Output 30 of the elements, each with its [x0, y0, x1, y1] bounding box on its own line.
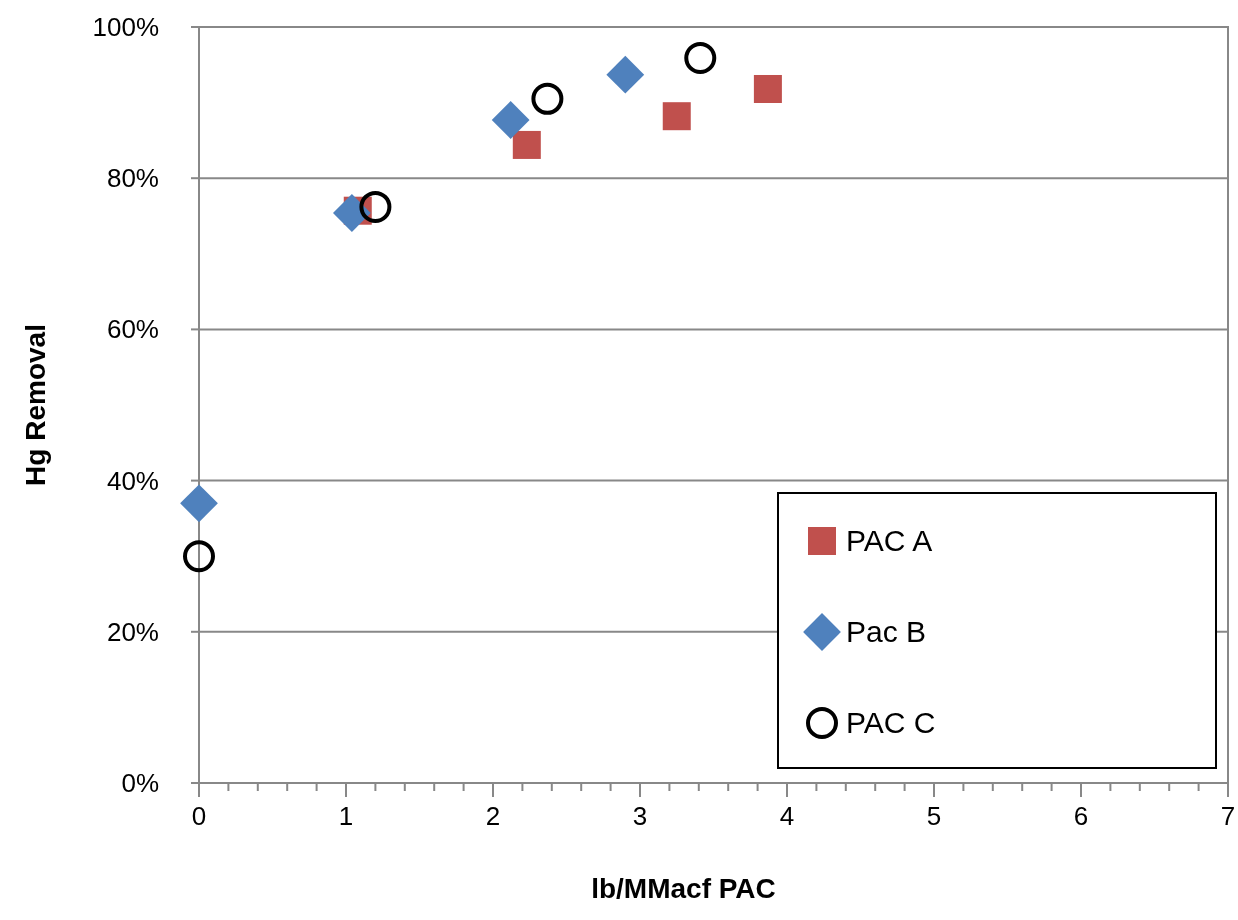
legend-label: PAC A [846, 524, 933, 557]
x-tick-label: 3 [632, 801, 648, 831]
point [753, 74, 782, 103]
x-tick-label: 2 [485, 801, 501, 831]
point [180, 484, 218, 523]
y-tick-label: 20% [106, 616, 159, 647]
point [662, 102, 691, 131]
point [183, 540, 215, 573]
y-axis-title: Hg Removal [20, 324, 51, 486]
y-tick-label: 40% [106, 465, 159, 496]
point [606, 55, 645, 94]
y-tick-label: 100% [92, 12, 159, 42]
x-tick-label: 6 [1073, 801, 1089, 831]
x-axis-title: lb/MMacf PAC [591, 873, 776, 904]
point [684, 42, 717, 74]
x-tick-label: 4 [779, 801, 795, 831]
x-tick-label: 5 [926, 801, 942, 831]
point [491, 101, 530, 139]
point [359, 190, 392, 223]
legend-label: PAC C [846, 706, 936, 739]
legend-label: Pac B [846, 615, 927, 648]
point [531, 82, 564, 115]
point [512, 130, 541, 159]
x-tick-label: 0 [191, 801, 207, 831]
y-tick-label: 80% [106, 163, 159, 194]
y-tick-label: 0% [121, 768, 159, 798]
y-tick-label: 60% [106, 314, 159, 345]
x-tick-label: 7 [1220, 801, 1236, 831]
point [332, 194, 371, 232]
x-tick-label: 1 [338, 801, 354, 831]
